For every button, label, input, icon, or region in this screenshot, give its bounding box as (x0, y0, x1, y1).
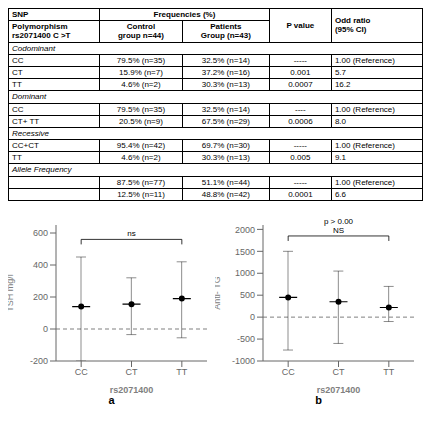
html-text:95.4% (n=42): 95.4% (n=42) (116, 141, 166, 151)
svg-text:rs2071400: rs2071400 (110, 385, 154, 393)
html-text:9.1: 9.1 (334, 153, 346, 163)
svg-text:0: 0 (250, 312, 255, 322)
svg-text:400: 400 (33, 260, 48, 270)
html-text:TT: TT (12, 80, 22, 90)
html-text:30.3% (n=13): 30.3% (n=13) (201, 153, 250, 163)
svg-text:1500: 1500 (235, 247, 255, 257)
svg-text:TT: TT (383, 367, 394, 377)
html-text:P value: P value (286, 20, 315, 30)
svg-text:rs2071400: rs2071400 (317, 385, 361, 393)
html-text:0.001: 0.001 (290, 67, 311, 77)
html-text:CT: CT (12, 67, 23, 77)
html-text:0.0006: 0.0006 (288, 116, 313, 126)
html-text:32.5% (n=14): 32.5% (n=14) (201, 104, 250, 114)
html-text:a: a (108, 394, 115, 406)
svg-text:2000: 2000 (235, 225, 255, 235)
html-text:30.3% (n=13): 30.3% (n=13) (201, 80, 250, 90)
html-text:8.0: 8.0 (334, 116, 346, 126)
svg-text:Anti- TG: Anti- TG (215, 276, 222, 309)
svg-text:CT: CT (333, 367, 345, 377)
html-text:12.5% (n=11): 12.5% (n=11) (117, 189, 165, 199)
html-text:Recessive: Recessive (12, 128, 49, 138)
html-text:20.5% (n=9): 20.5% (n=9) (119, 116, 163, 126)
html-text:69.7% (n=30): 69.7% (n=30) (201, 141, 250, 151)
html-text:0.005: 0.005 (290, 153, 311, 163)
html-text:4.6% (n=2): 4.6% (n=2) (121, 153, 161, 163)
html-text:5.7: 5.7 (334, 67, 346, 77)
svg-text:0: 0 (43, 324, 48, 334)
html-text:Dominant: Dominant (12, 92, 47, 102)
html-text:79.5% (n=35): 79.5% (n=35) (116, 104, 166, 114)
html-text:Codominant: Codominant (12, 43, 56, 53)
html-text:1.00 (Reference): 1.00 (Reference) (334, 55, 395, 65)
svg-text:CT: CT (126, 367, 138, 377)
html-text:CC: CC (12, 55, 24, 65)
svg-text:CC: CC (282, 367, 295, 377)
html-text:1.00 (Reference): 1.00 (Reference) (334, 104, 395, 114)
html-text:79.5% (n=35): 79.5% (n=35) (116, 55, 166, 65)
html-text:Patients Group (n=43): Patients Group (n=43) (200, 22, 251, 41)
html-text:Allele Frequency: Allele Frequency (12, 165, 72, 175)
html-text:32.5% (n=14): 32.5% (n=14) (201, 55, 250, 65)
html-text:TT: TT (12, 153, 22, 163)
html-text:Frequencies (%): Frequencies (%) (153, 10, 216, 19)
html-text:16.2: 16.2 (334, 80, 351, 90)
svg-text:-500: -500 (237, 334, 255, 344)
svg-text:-1000: -1000 (232, 356, 255, 366)
svg-text:1000: 1000 (235, 268, 255, 278)
html-text:CC: CC (12, 104, 24, 114)
svg-text:200: 200 (33, 292, 48, 302)
svg-text:600: 600 (33, 228, 48, 238)
html-text:87.5% (n=77): 87.5% (n=77) (116, 177, 166, 187)
html-text:1.00 (Reference): 1.00 (Reference) (334, 141, 395, 151)
html-text:Polymorphism rs2071400 C >T: Polymorphism rs2071400 C >T (12, 22, 71, 41)
svg-text:p > 0.00NS: p > 0.00NS (324, 217, 354, 235)
html-text:51.1% (n=44): 51.1% (n=44) (201, 177, 250, 187)
html-text:SNP: SNP (12, 10, 29, 19)
html-text:6.6: 6.6 (334, 189, 346, 199)
html-text:37.2% (n=16): 37.2% (n=16) (201, 67, 250, 77)
html-text:CT+ TT: CT+ TT (12, 116, 40, 126)
html-text:0.0001: 0.0001 (288, 189, 313, 199)
html-text:1.00 (Reference): 1.00 (Reference) (334, 177, 395, 187)
svg-text:-200: -200 (30, 356, 48, 366)
html-text:b: b (315, 394, 322, 406)
svg-text:500: 500 (240, 290, 255, 300)
svg-text:TSH mg/l: TSH mg/l (8, 274, 15, 312)
html-text:0.0007: 0.0007 (288, 80, 313, 90)
html-text:Odd ratio (95% CI): Odd ratio (95% CI) (334, 16, 371, 35)
svg-text:CC: CC (75, 367, 88, 377)
html-text:Control group n=44): Control group n=44) (118, 22, 164, 41)
html-text:48.8% (n=42): 48.8% (n=42) (201, 189, 250, 199)
html-text:4.6% (n=2): 4.6% (n=2) (121, 80, 161, 90)
html-text:CC+CT: CC+CT (12, 141, 39, 151)
svg-text:ns: ns (127, 229, 135, 238)
svg-text:TT: TT (176, 367, 187, 377)
html-text:15.9% (n=7): 15.9% (n=7) (119, 67, 163, 77)
html-text:67.5% (n=29): 67.5% (n=29) (201, 116, 250, 126)
